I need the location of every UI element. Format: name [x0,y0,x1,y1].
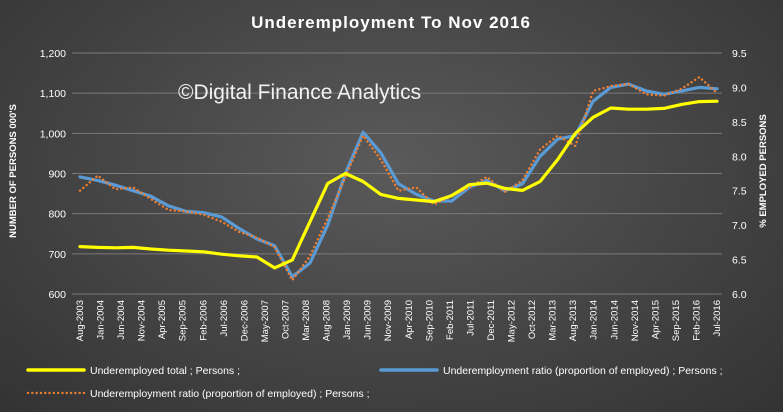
y-axis-left-title: NUMBER OF PERSONS 000'S [8,104,19,238]
x-tick-label: Jan-2014 [589,300,600,340]
series-line-ratio-trend [78,82,719,279]
x-tick-label: Nov-2004 [137,300,148,341]
x-tick-label: Jun-2009 [363,300,374,340]
watermark-text: ©Digital Finance Analytics [178,81,421,104]
y-right-tick-label: 9.0 [732,82,747,94]
x-tick-label: Jan-2009 [342,300,353,340]
legend-label: Underemployment ratio (proportion of emp… [443,365,723,377]
x-tick-label: Jun-2004 [116,300,127,340]
series-layer [78,75,719,282]
x-tick-label: Sep-2005 [178,300,189,341]
x-tick-label: Nov-2014 [630,300,641,341]
x-tick-label: Dec-2006 [239,300,250,341]
x-tick-label: Feb-2016 [691,300,702,341]
y-left-tick-label: 900 [48,169,66,181]
y-axis-left: 600 700 800 900 1,000 1,100 1,200 [40,48,66,301]
x-tick-label: Oct-2007 [280,300,291,339]
y-right-tick-label: 9.5 [732,48,747,60]
x-axis: Aug-2003 Jan-2004 Jun-2004 Nov-2004 Apr-2005… [75,300,723,342]
x-tick-label: Aug-2008 [322,300,333,341]
y-axis-right: 6.0 6.5 7.0 7.5 8.0 8.5 9.0 9.5 [732,48,747,301]
x-tick-label: Sep-2010 [424,300,435,341]
x-tick-label: Nov-2009 [383,300,394,341]
series-line-underemployed-total [78,99,719,270]
y-right-tick-label: 6.5 [732,255,747,267]
x-tick-label: Jan-2004 [96,300,107,340]
y-left-tick-label: 1,200 [40,48,66,60]
x-tick-label: Dec-2011 [486,300,497,341]
x-tick-label: Apr-2010 [404,300,415,339]
y-left-tick-label: 1,000 [40,128,66,140]
y-right-tick-label: 8.5 [732,117,747,129]
y-right-tick-label: 8.0 [732,151,747,163]
x-tick-label: Feb-2011 [445,300,456,340]
x-tick-label: Sep-2015 [671,300,682,341]
x-tick-label: Apr-2015 [650,300,661,339]
x-tick-label: Jul-2006 [219,300,230,336]
legend-label: Underemployed total ; Persons ; [90,365,240,377]
x-tick-label: Mar-2008 [301,300,312,341]
series-line-ratio-original [78,75,719,282]
y-left-tick-label: 600 [48,289,66,301]
x-tick-label: May-2012 [507,300,518,342]
x-tick-label: Aug-2003 [75,300,86,341]
x-tick-label: Jun-2014 [609,300,620,340]
y-left-tick-label: 800 [48,209,66,221]
x-tick-label: May-2007 [260,300,271,342]
legend: Underemployed total ; Persons ; Underempl… [26,365,723,400]
y-right-tick-label: 7.5 [732,186,747,198]
y-right-tick-label: 7.0 [732,220,747,232]
x-tick-label: Mar-2013 [548,300,559,341]
legend-label: Underemployment ratio (proportion of emp… [90,388,370,400]
x-tick-label: Jul-2011 [465,300,476,336]
x-tick-label: Oct-2012 [527,300,538,339]
y-left-tick-label: 700 [48,249,66,261]
chart-title: Underemployment To Nov 2016 [251,13,531,32]
y-axis-right-title: % EMPLOYED PERSONS [758,114,769,228]
x-tick-label: Feb-2006 [198,300,209,341]
x-tick-label: Apr-2005 [157,300,168,339]
y-right-tick-label: 6.0 [732,289,747,301]
x-tick-label: Aug-2013 [568,300,579,341]
x-tick-label: Jul-2016 [712,300,723,336]
y-left-tick-label: 1,100 [40,88,66,100]
grid-layer [72,52,722,295]
